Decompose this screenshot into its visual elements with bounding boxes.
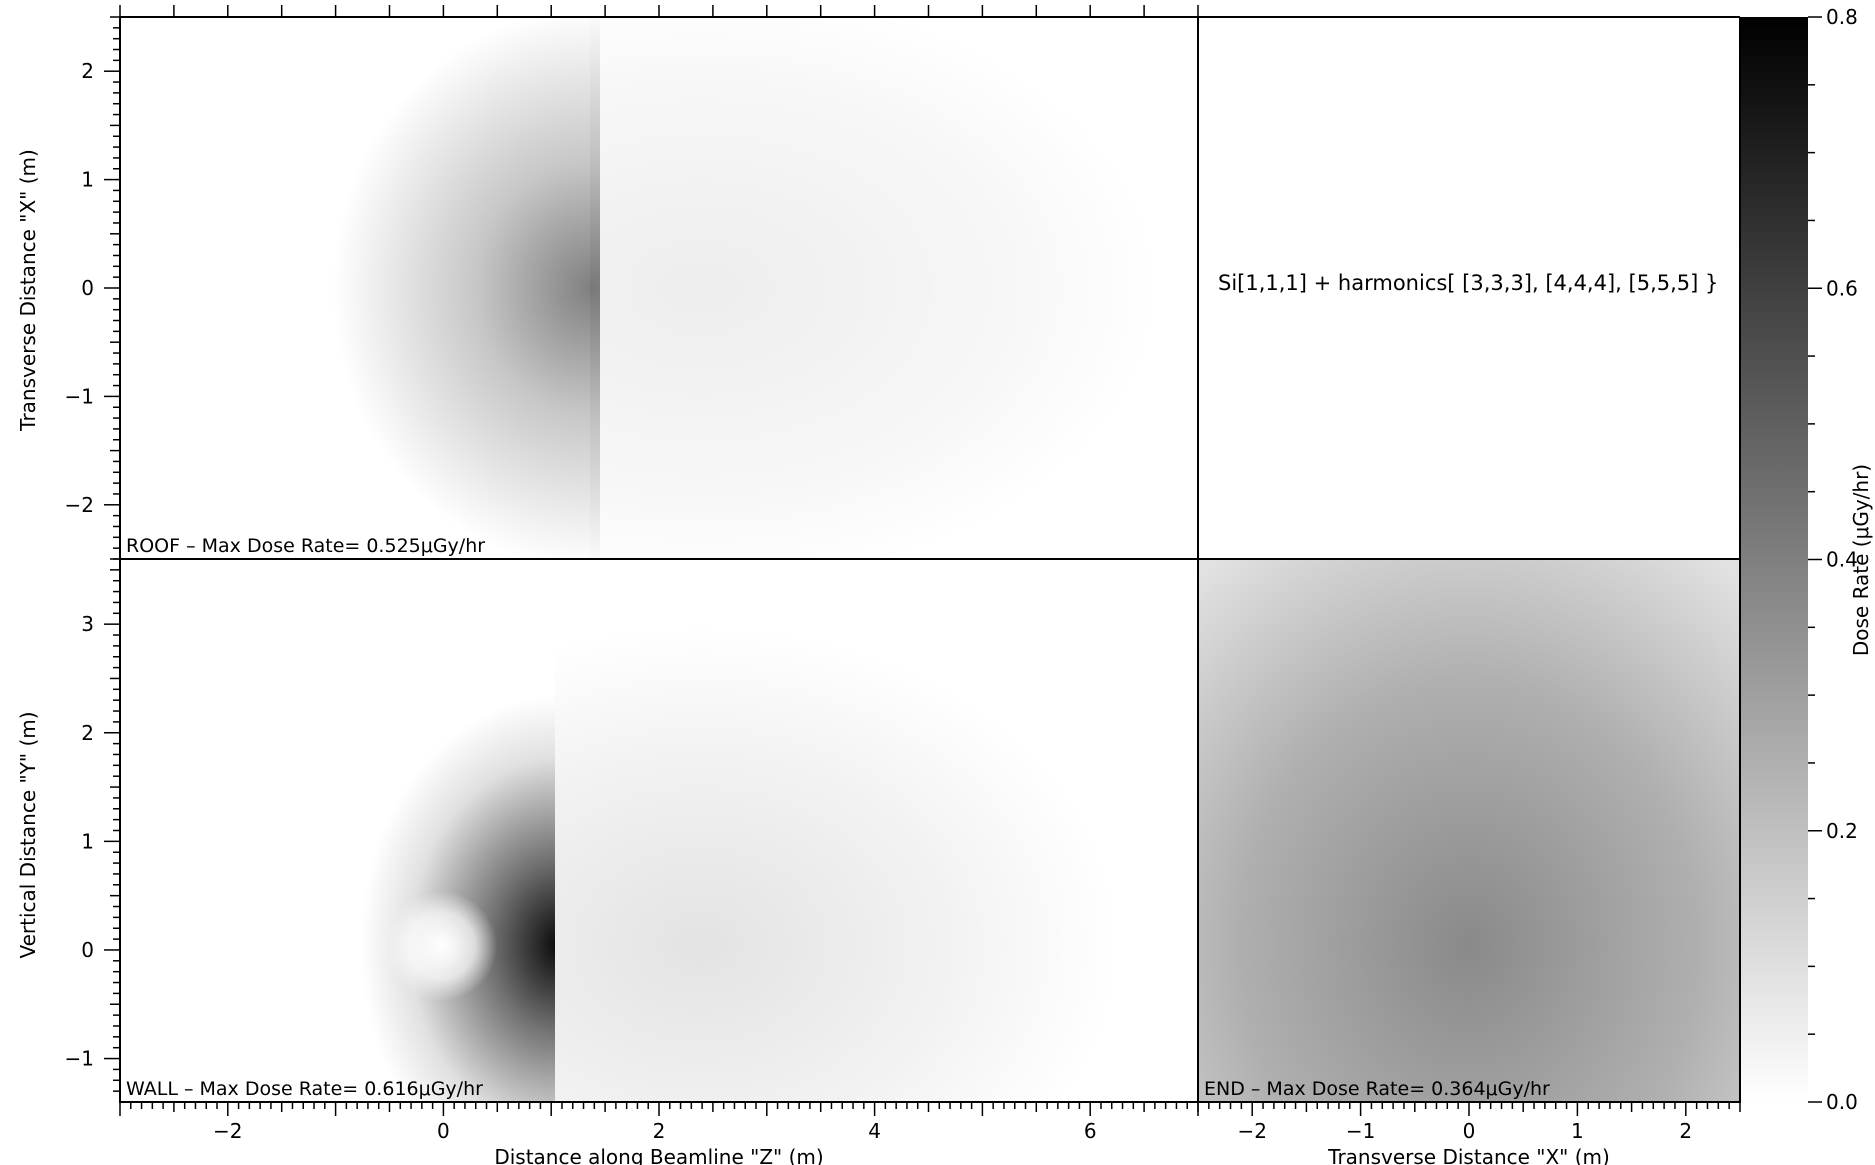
wall-caption: WALL – Max Dose Rate= 0.616μGy/hr [126, 1078, 483, 1100]
harmonics-annotation: Si[1,1,1] + harmonics[ [3,3,3], [4,4,4],… [1218, 271, 1718, 295]
end-xtick-label: −2 [1237, 1119, 1266, 1143]
end-caption: END – Max Dose Rate= 0.364μGy/hr [1204, 1078, 1550, 1100]
wall-xtick-label: 6 [1084, 1119, 1097, 1143]
roof-ytick-label: 1 [81, 168, 94, 192]
colorbar-tick-label: 0.8 [1826, 5, 1858, 29]
wall-ytick-label: 2 [81, 721, 94, 745]
wall-xtick-label: 4 [868, 1119, 881, 1143]
wall-xtick-label: −2 [213, 1119, 242, 1143]
end-xtick-label: 0 [1463, 1119, 1476, 1143]
end-xlabel: Transverse Distance "X" (m) [1327, 1145, 1610, 1165]
roof-heatmap [300, 17, 1198, 559]
wall-ytick-label: −1 [65, 1047, 94, 1071]
end-xtick-label: 2 [1679, 1119, 1692, 1143]
colorbar-tick-label: 0.2 [1826, 819, 1858, 843]
colorbar-label: Dose Rate (μGy/hr) [1849, 464, 1873, 656]
wall-xlabel: Distance along Beamline "Z" (m) [494, 1145, 823, 1165]
end-xtick-label: 1 [1571, 1119, 1584, 1143]
wall-heatmap [320, 559, 1198, 1102]
wall-cold-spot [380, 880, 510, 1010]
roof-caption: ROOF – Max Dose Rate= 0.525μGy/hr [126, 535, 485, 557]
colorbar-tick-label: 0.0 [1826, 1090, 1858, 1114]
tick-marks [104, 5, 1822, 1116]
wall-xtick-label: 0 [437, 1119, 450, 1143]
roof-hotspot [300, 17, 600, 559]
end-heatmap [1198, 559, 1740, 1102]
colorbar [1740, 17, 1808, 1102]
wall-ytick-label: 3 [81, 612, 94, 636]
wall-diffuse-field [555, 559, 1198, 1102]
roof-ytick-label: 2 [81, 59, 94, 83]
wall-ytick-label: 1 [81, 829, 94, 853]
wall-xtick-label: 2 [653, 1119, 666, 1143]
end-hotspot [1198, 559, 1740, 1102]
wall-ylabel: Vertical Distance "Y" (m) [16, 711, 40, 958]
roof-ytick-label: −1 [65, 384, 94, 408]
roof-ylabel: Transverse Distance "X" (m) [16, 149, 40, 432]
end-xtick-label: −1 [1346, 1119, 1375, 1143]
colorbar-tick-label: 0.4 [1826, 548, 1858, 572]
wall-ytick-label: 0 [81, 938, 94, 962]
wall-hotspot [320, 559, 555, 1102]
roof-diffuse-field [590, 17, 1198, 559]
roof-ytick-label: −2 [65, 493, 94, 517]
roof-ytick-label: 0 [81, 276, 94, 300]
colorbar-tick-label: 0.6 [1826, 276, 1858, 300]
